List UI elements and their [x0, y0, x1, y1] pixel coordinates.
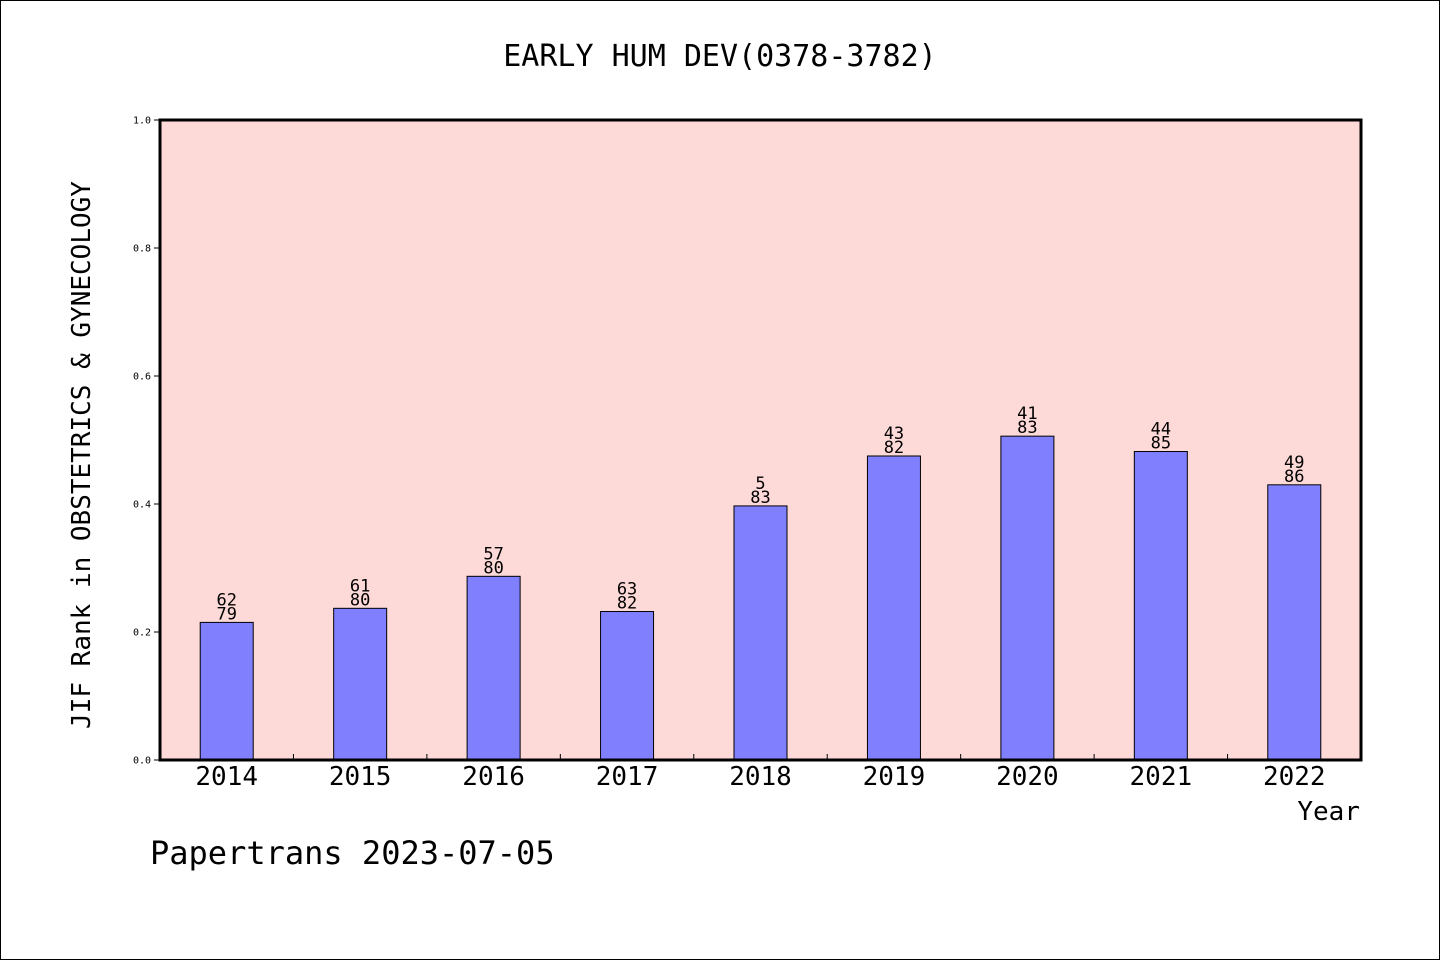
bar-rank-label: 49 [1284, 453, 1304, 473]
bar-rank-label: 43 [884, 424, 904, 444]
bar-2017 [600, 611, 655, 761]
bar-total-label: 85 [1151, 434, 1171, 454]
bar-2014 [199, 621, 254, 761]
bar-rank-label: 63 [617, 580, 637, 600]
bar-rank-label: 62 [216, 590, 236, 610]
bar-total-label: 82 [884, 438, 904, 458]
x-tick-label: 2017 [596, 762, 659, 792]
bar-total-label: 83 [1017, 418, 1037, 438]
x-tick-label: 2022 [1263, 762, 1326, 792]
y-tick-label: 0.8 [133, 244, 151, 255]
bar-2021 [1133, 451, 1188, 761]
y-tick-label: 0.2 [133, 628, 151, 639]
y-tick-label: 1.0 [133, 116, 151, 127]
bar-rank-label: 44 [1151, 420, 1171, 440]
bars-layer [199, 435, 1322, 761]
bar-total-label: 80 [483, 558, 503, 578]
bar-total-label: 86 [1284, 467, 1304, 487]
plot-border [158, 118, 1363, 762]
x-tick-label: 2021 [1130, 762, 1193, 792]
bar-total-label: 83 [750, 488, 770, 508]
x-tick-label: 2014 [195, 762, 258, 792]
y-axis: 0.0 0.2 0.4 0.6 0.8 1.0 [133, 116, 160, 767]
bar-total-label: 80 [350, 590, 370, 610]
bar-2016 [466, 575, 521, 761]
footer-credit: Papertrans 2023-07-05 [150, 834, 555, 872]
x-tick-label: 2015 [329, 762, 392, 792]
bar-2019 [866, 455, 921, 761]
chart-title: EARLY HUM DEV(0378-3782) [503, 39, 936, 74]
y-tick-label: 0.4 [133, 500, 151, 511]
y-tick-label: 0.6 [133, 372, 151, 383]
bar-2015 [333, 607, 388, 761]
x-axis: 2014 2015 2016 2017 2018 2019 2020 2021 2022 [195, 754, 1326, 792]
y-axis-title: JIF Rank in OBSTETRICS & GYNECOLOGY [67, 181, 97, 729]
bar-2018 [733, 505, 788, 761]
bar-2020 [1000, 435, 1055, 761]
bar-total-label: 79 [216, 604, 236, 624]
x-tick-label: 2020 [996, 762, 1059, 792]
y-tick-label: 0.0 [133, 756, 151, 767]
bar-rank-label: 5 [755, 474, 765, 494]
x-tick-label: 2019 [863, 762, 926, 792]
bar-rank-label: 61 [350, 576, 370, 596]
x-tick-label: 2018 [729, 762, 792, 792]
x-axis-title: Year [1297, 797, 1360, 827]
x-tick-label: 2016 [462, 762, 525, 792]
bar-rank-label: 41 [1017, 404, 1037, 424]
bar-2022 [1267, 484, 1322, 761]
bar-total-label: 82 [617, 594, 637, 614]
bar-rank-label: 57 [483, 544, 503, 564]
